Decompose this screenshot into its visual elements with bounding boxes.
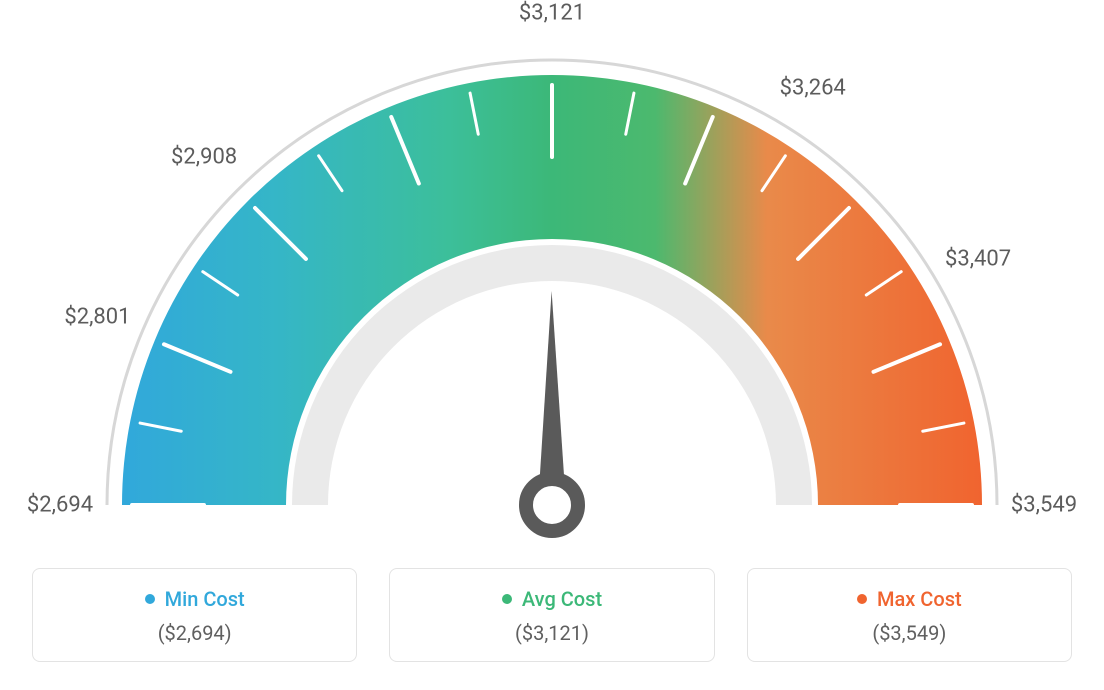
- legend-max-dot-icon: [857, 594, 867, 604]
- legend-avg-value: ($3,121): [400, 621, 703, 645]
- legend-avg-title-text: Avg Cost: [522, 587, 602, 611]
- gauge-area: $2,694 $2,801 $2,908 $3,121 $3,264 $3,407 $3,5…: [0, 0, 1104, 560]
- legend-min-title: Min Cost: [145, 587, 245, 611]
- cost-gauge-widget: $2,694 $2,801 $2,908 $3,121 $3,264 $3,407 $3,5…: [0, 0, 1104, 690]
- gauge-svg: [0, 0, 1104, 560]
- legend-min-value: ($2,694): [43, 621, 346, 645]
- legend-max-value: ($3,549): [758, 621, 1061, 645]
- legend-avg-card: Avg Cost ($3,121): [389, 568, 714, 662]
- legend-min-title-text: Min Cost: [165, 587, 245, 611]
- gauge-scale-label: $2,908: [171, 145, 237, 170]
- gauge-scale-label: $3,549: [1011, 493, 1077, 518]
- gauge-scale-label: $2,694: [27, 493, 93, 518]
- gauge-scale-label: $3,264: [780, 75, 846, 100]
- legend-row: Min Cost ($2,694) Avg Cost ($3,121) Max …: [32, 568, 1072, 662]
- legend-avg-dot-icon: [502, 594, 512, 604]
- gauge-scale-label: $2,801: [64, 304, 130, 329]
- gauge-scale-label: $3,121: [519, 1, 585, 26]
- gauge-scale-label: $3,407: [945, 247, 1011, 272]
- legend-max-card: Max Cost ($3,549): [747, 568, 1072, 662]
- legend-max-title-text: Max Cost: [877, 587, 962, 611]
- legend-min-card: Min Cost ($2,694): [32, 568, 357, 662]
- legend-min-dot-icon: [145, 594, 155, 604]
- gauge-hub-icon: [526, 479, 578, 531]
- legend-avg-title: Avg Cost: [502, 587, 602, 611]
- legend-max-title: Max Cost: [857, 587, 962, 611]
